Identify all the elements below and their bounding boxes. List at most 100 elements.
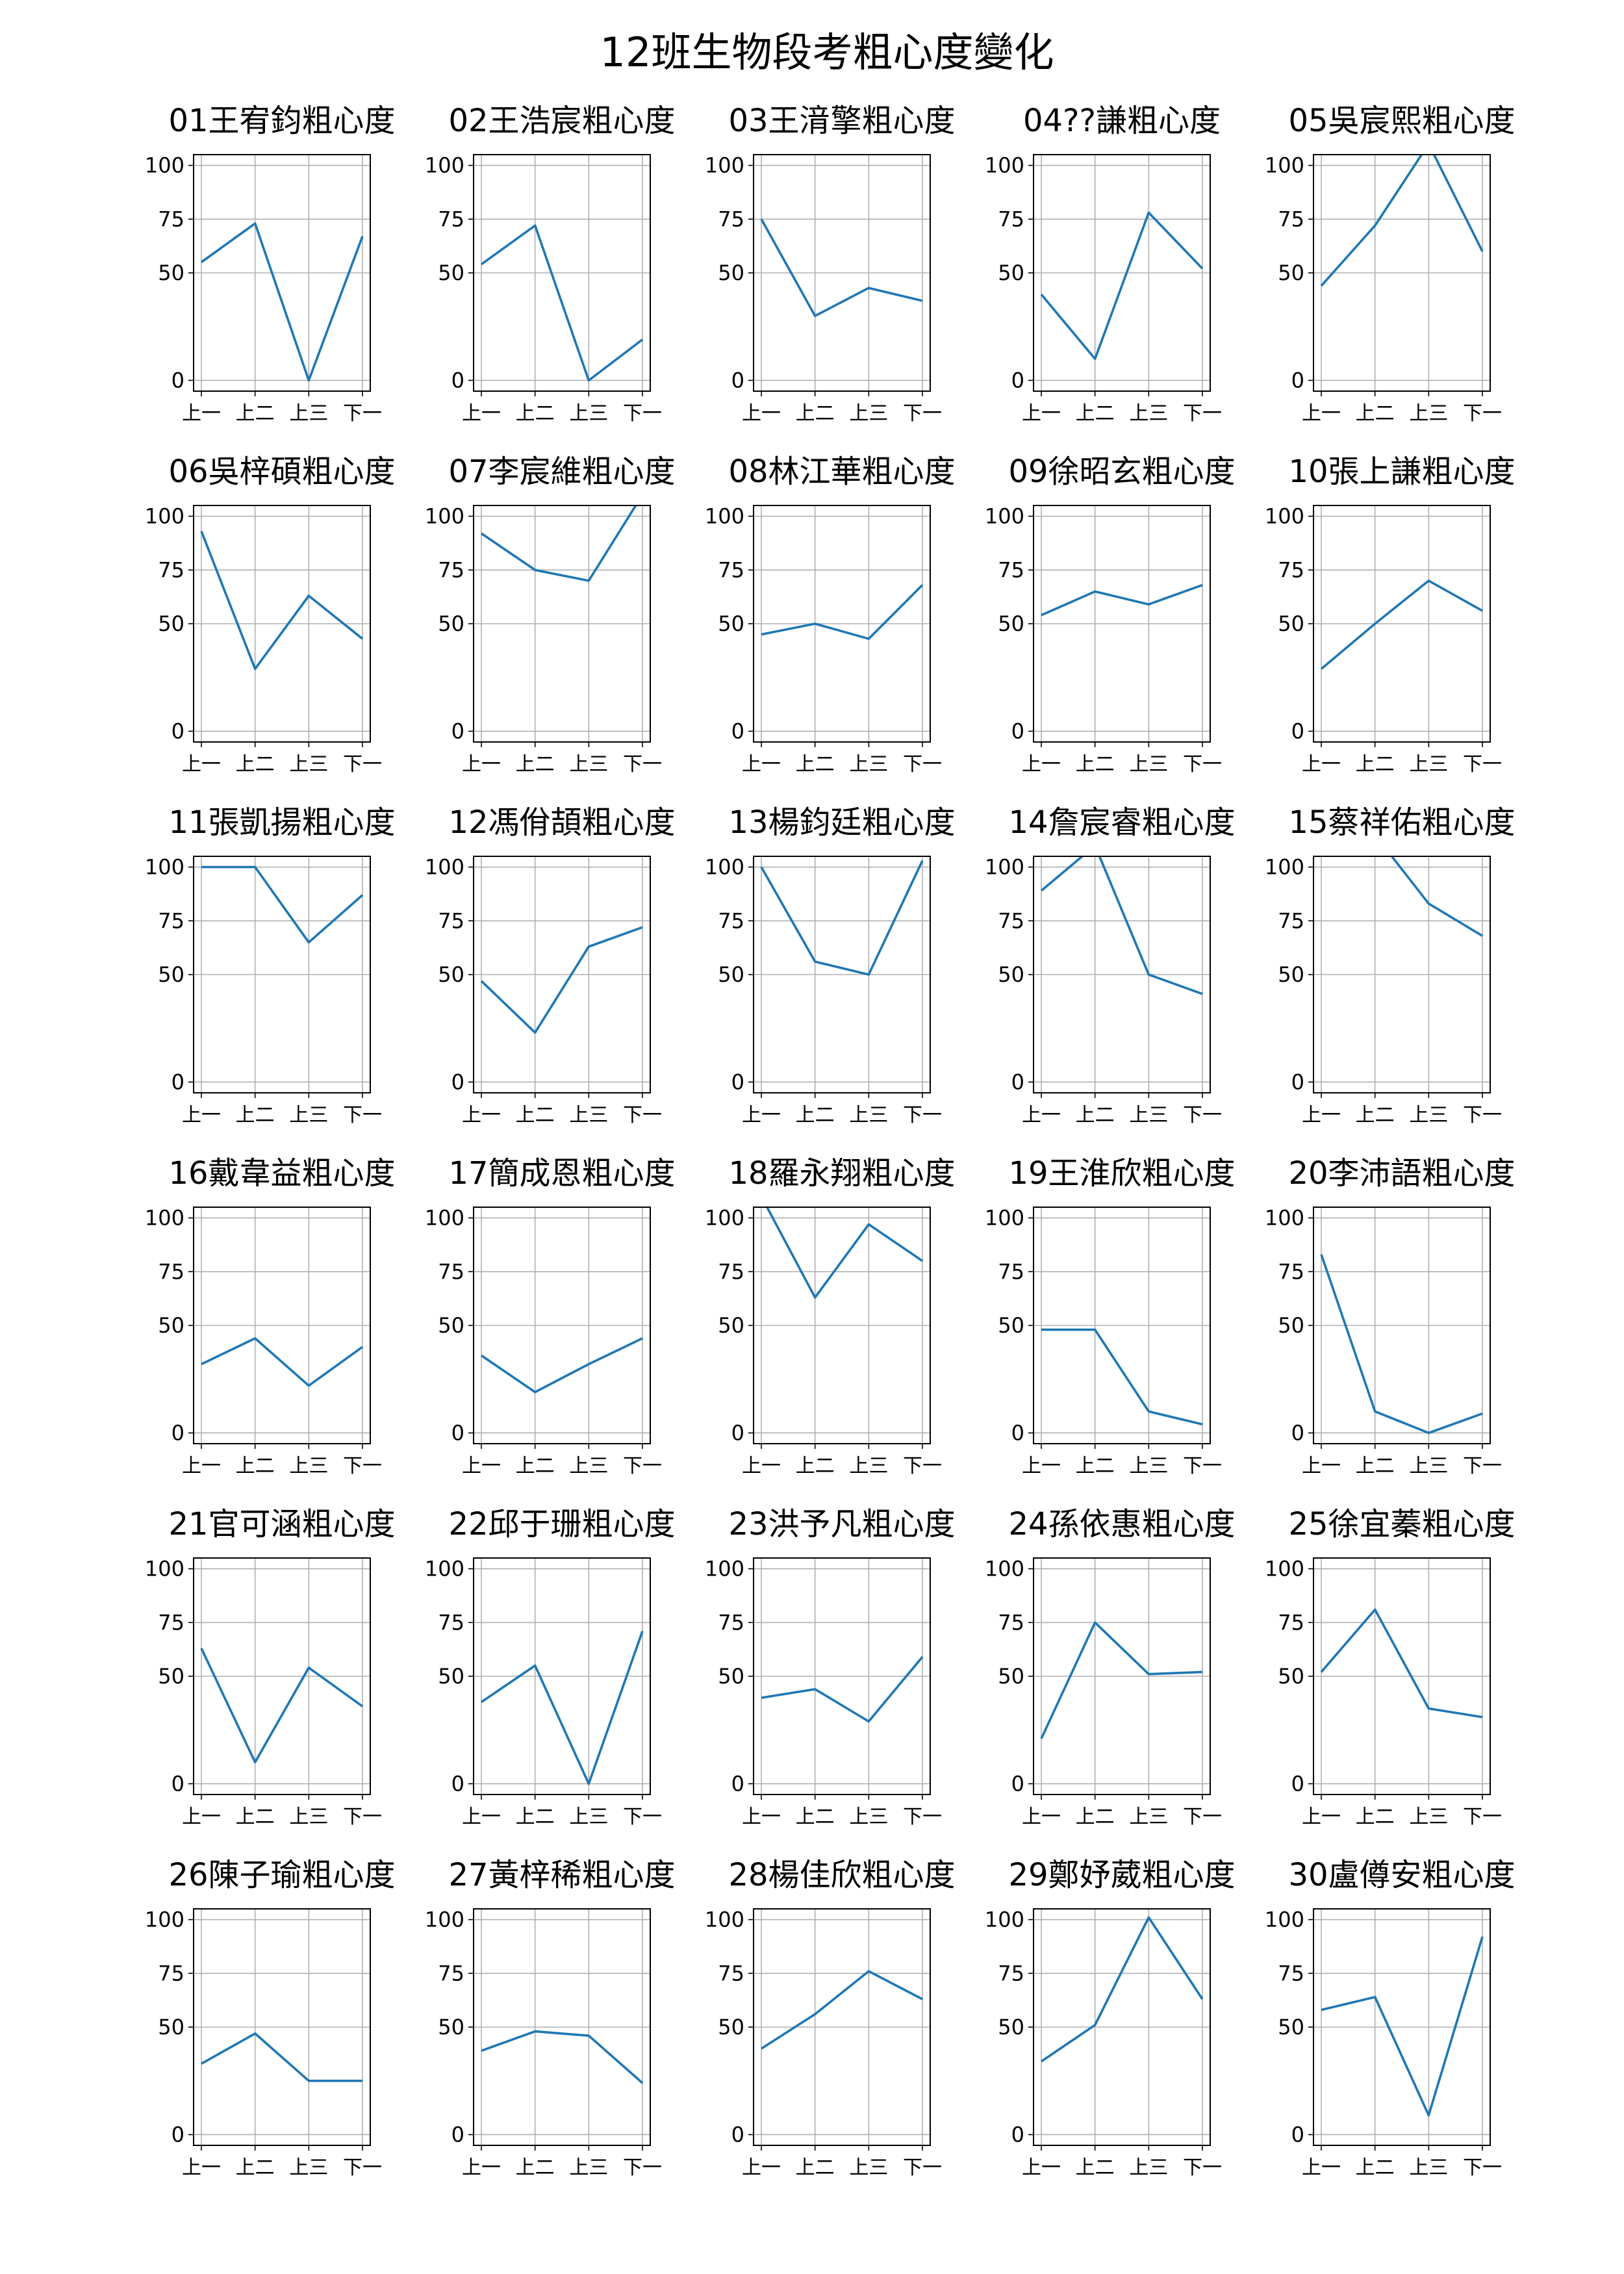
x-tick-label: 上三: [1409, 402, 1448, 425]
x-tick-label: 上一: [742, 1455, 781, 1477]
axes-frame: [193, 1557, 371, 1795]
x-tick-label: 上二: [236, 2156, 275, 2179]
x-tick-label: 上二: [796, 402, 835, 425]
series-line: [765, 1207, 924, 1299]
x-tick-label: 上二: [236, 1455, 275, 1477]
x-tick-label: 下一: [623, 1104, 662, 1127]
x-tick-label: 上二: [1076, 2156, 1115, 2179]
subplot-title: 30盧僔安粗心度: [1288, 1857, 1515, 1893]
x-tick-label: 上一: [1302, 2156, 1341, 2179]
series-line: [1040, 1916, 1204, 2063]
axes-frame: [193, 1908, 371, 2146]
y-tick-label: 100: [705, 504, 744, 529]
y-tick-label: 50: [158, 2015, 184, 2039]
y-tick-label: 0: [731, 368, 744, 392]
y-tick-label: 0: [1291, 719, 1304, 743]
y-tick-label: 75: [998, 1961, 1024, 1986]
series-line: [1390, 856, 1483, 937]
subplot-title: 23洪予凡粗心度: [728, 1506, 955, 1542]
series-line: [200, 222, 364, 382]
y-tick-label: 100: [985, 153, 1024, 178]
x-tick-label: 下一: [1463, 1104, 1502, 1127]
y-tick-label: 50: [158, 962, 184, 987]
x-tick-label: 上三: [1409, 1104, 1448, 1127]
y-tick-label: 75: [718, 1961, 744, 1986]
series-line: [760, 218, 923, 318]
y-tick-label: 0: [731, 1420, 744, 1445]
axes-frame: [1313, 154, 1491, 392]
y-tick-label: 75: [438, 908, 464, 933]
series-line: [200, 531, 364, 671]
axes-frame: [1313, 505, 1491, 743]
x-tick-label: 上一: [742, 1104, 781, 1127]
y-tick-label: 75: [718, 1259, 744, 1284]
subplot-title: 09徐昭玄粗心度: [1008, 454, 1235, 490]
figure-title: 12班生物段考粗心度變化: [600, 29, 1054, 76]
y-tick-label: 0: [1291, 1771, 1304, 1796]
x-tick-label: 上一: [462, 2156, 501, 2179]
axes-frame: [753, 1557, 931, 1795]
subplot-title: 12馮佾頡粗心度: [448, 804, 675, 841]
x-tick-label: 上三: [289, 402, 328, 425]
axes-frame: [753, 1207, 931, 1444]
subplot-title: 05吳宸熙粗心度: [1288, 103, 1515, 139]
x-tick-label: 上三: [569, 1455, 608, 1477]
x-tick-label: 上三: [1129, 402, 1168, 425]
x-tick-label: 下一: [1463, 1806, 1502, 1828]
x-tick-label: 上一: [1022, 402, 1061, 425]
series-line: [480, 1630, 644, 1785]
y-tick-label: 50: [438, 1664, 464, 1689]
y-tick-label: 100: [1265, 153, 1304, 178]
y-tick-label: 0: [171, 1771, 184, 1796]
x-tick-label: 上一: [1302, 753, 1341, 776]
y-tick-label: 100: [985, 855, 1024, 880]
x-tick-label: 上二: [1356, 1455, 1395, 1477]
x-tick-label: 上二: [1356, 402, 1395, 425]
y-tick-label: 50: [158, 611, 184, 636]
axes-frame: [473, 1557, 651, 1795]
y-tick-label: 100: [705, 153, 744, 178]
x-tick-label: 下一: [1463, 402, 1502, 425]
y-tick-label: 50: [998, 1313, 1024, 1338]
y-tick-label: 0: [1011, 368, 1024, 392]
subplot-title: 25徐宜蓁粗心度: [1288, 1506, 1515, 1542]
series-line: [1321, 1936, 1484, 2117]
series-line: [1041, 583, 1203, 617]
y-tick-label: 100: [425, 153, 464, 178]
subplot-title: 24孫依惠粗心度: [1008, 1506, 1235, 1542]
y-tick-label: 50: [718, 1664, 744, 1689]
y-tick-label: 100: [145, 1206, 184, 1231]
x-tick-label: 上三: [569, 1806, 608, 1828]
y-tick-label: 50: [1278, 1664, 1304, 1689]
x-tick-label: 上二: [1076, 1455, 1115, 1477]
x-tick-label: 上一: [1302, 1806, 1341, 1828]
x-tick-label: 下一: [1183, 2156, 1222, 2179]
x-tick-label: 上二: [1076, 1104, 1115, 1127]
y-tick-label: 50: [718, 962, 744, 987]
y-tick-label: 75: [158, 207, 184, 231]
axes-frame: [1033, 154, 1211, 392]
x-tick-label: 上二: [516, 402, 555, 425]
x-tick-label: 下一: [1183, 753, 1222, 776]
y-tick-label: 0: [171, 1420, 184, 1445]
y-tick-label: 50: [1278, 261, 1304, 285]
y-tick-label: 75: [158, 908, 184, 933]
subplot-title: 06吳梓碩粗心度: [168, 454, 395, 490]
y-tick-label: 50: [998, 1664, 1024, 1689]
x-tick-label: 上一: [1022, 753, 1061, 776]
axes-frame: [1313, 1207, 1491, 1444]
x-tick-label: 下一: [343, 753, 382, 776]
subplot-title: 19王淮欣粗心度: [1008, 1155, 1235, 1192]
x-tick-label: 上三: [569, 402, 608, 425]
x-tick-label: 下一: [1183, 1455, 1222, 1477]
series-line: [1320, 1608, 1483, 1718]
y-tick-label: 75: [998, 207, 1024, 231]
